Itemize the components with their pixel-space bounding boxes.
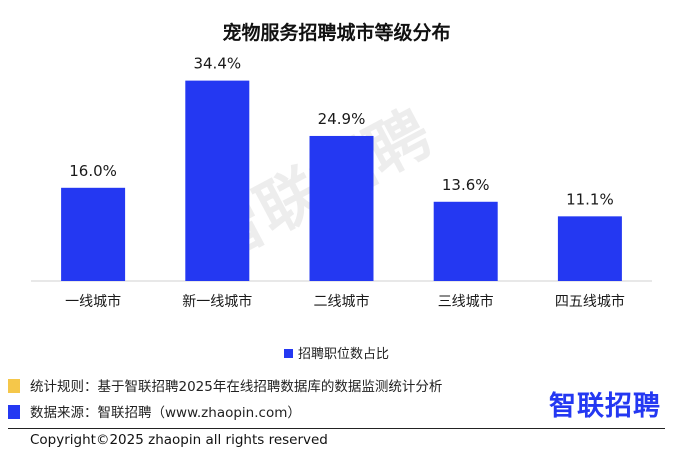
data-label-2: 24.9% (318, 110, 366, 128)
data-label-1: 34.4% (193, 55, 241, 73)
category-label-4: 四五线城市 (555, 293, 625, 310)
category-label-0: 一线城市 (65, 293, 121, 310)
bar-chart: 16.0% 一线城市 34.4% 新一线城市 24.9% 二线城市 13.6% 三线城市 11.… (31, 55, 652, 310)
category-label-3: 三线城市 (438, 293, 494, 310)
stat-rule-note: 统计规则：基于智联招聘2025年在线招聘数据库的数据监测统计分析 (8, 375, 442, 395)
data-source-note: 数据来源：智联招聘（www.zhaopin.com） (8, 401, 301, 421)
data-label-4: 11.1% (566, 190, 614, 208)
bar-4 (557, 216, 622, 281)
legend: 招聘职位数占比 (0, 343, 673, 362)
copyright-text: Copyright©2025 zhaopin all rights reserv… (30, 432, 328, 448)
data-source-text: 数据来源：智联招聘（www.zhaopin.com） (30, 405, 301, 421)
bar-3 (433, 201, 498, 281)
bar-2 (309, 135, 374, 281)
data-label-0: 16.0% (69, 162, 117, 180)
stat-rule-text: 统计规则：基于智联招聘2025年在线招聘数据库的数据监测统计分析 (30, 379, 443, 395)
chart-title: 宠物服务招聘城市等级分布 (222, 22, 451, 44)
bar-0 (61, 187, 126, 281)
legend-label: 招聘职位数占比 (297, 347, 389, 362)
bar-1 (185, 80, 250, 282)
legend-swatch (283, 349, 293, 358)
data-label-3: 13.6% (442, 176, 490, 194)
rule-marker (8, 379, 20, 393)
footer-divider (8, 428, 665, 429)
category-label-1: 新一线城市 (182, 293, 252, 310)
source-marker (8, 405, 20, 419)
category-label-2: 二线城市 (314, 293, 370, 310)
zhaopin-logo: 智联招聘 (549, 391, 661, 422)
